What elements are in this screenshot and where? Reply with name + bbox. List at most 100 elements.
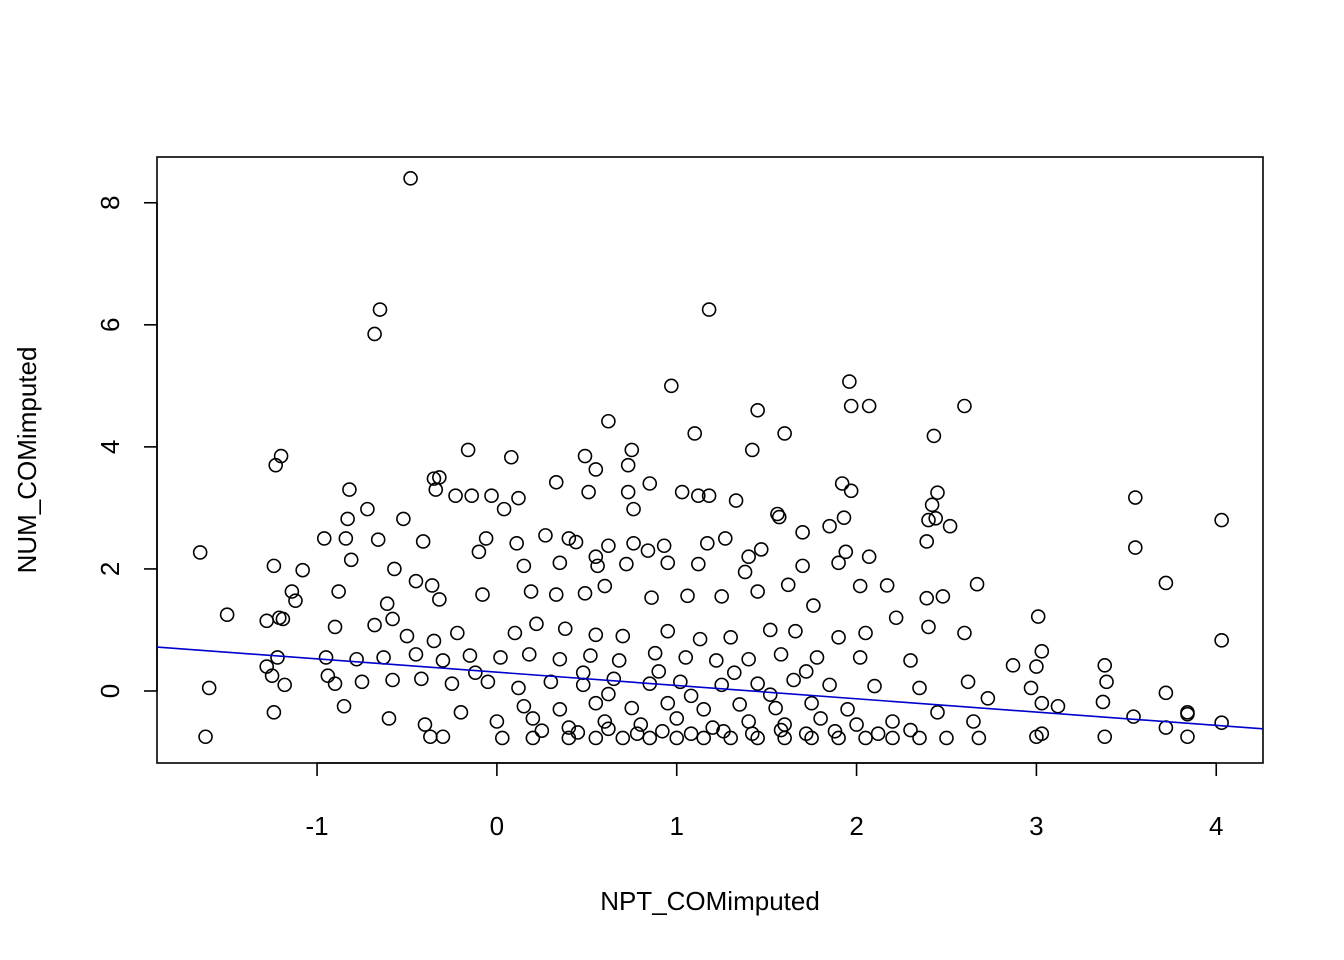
- x-tick-label: 1: [669, 811, 683, 841]
- data-point: [620, 484, 636, 500]
- data-point: [408, 573, 424, 589]
- data-point: [822, 518, 837, 534]
- data-point: [509, 536, 524, 551]
- data-point: [723, 629, 738, 645]
- data-point: [852, 578, 868, 594]
- data-point: [415, 534, 431, 549]
- data-point: [930, 705, 945, 720]
- data-point: [1158, 575, 1174, 591]
- data-point: [480, 674, 496, 690]
- x-tick-label: 0: [490, 811, 504, 841]
- data-point: [966, 714, 981, 729]
- data-point: [360, 501, 375, 517]
- data-point: [861, 398, 877, 414]
- data-point: [597, 714, 613, 729]
- data-point: [822, 677, 837, 693]
- data-point: [259, 613, 275, 629]
- data-point: [804, 695, 819, 711]
- data-point: [750, 676, 765, 691]
- data-point: [484, 488, 499, 504]
- data-point: [858, 625, 873, 641]
- data-point: [379, 596, 395, 612]
- data-point: [342, 482, 357, 497]
- data-point: [1180, 706, 1195, 722]
- data-point: [538, 528, 553, 543]
- data-point: [588, 549, 604, 565]
- data-point: [548, 474, 564, 490]
- data-point: [1095, 694, 1111, 710]
- data-point: [349, 651, 364, 667]
- data-point: [583, 648, 598, 663]
- data-point: [611, 653, 627, 668]
- data-point: [1097, 658, 1113, 673]
- data-point: [674, 484, 690, 500]
- data-point: [295, 562, 310, 578]
- data-point: [1034, 726, 1050, 742]
- x-axis: -1 0 1 2 3 4: [305, 762, 1223, 841]
- data-point: [888, 610, 904, 626]
- data-point: [1099, 674, 1114, 690]
- data-point: [867, 678, 882, 694]
- data-point: [813, 711, 828, 726]
- data-point: [680, 588, 695, 604]
- data-point: [275, 611, 291, 627]
- data-point: [849, 717, 864, 732]
- data-point: [919, 590, 935, 606]
- data-point: [795, 525, 810, 540]
- data-point: [320, 668, 336, 684]
- data-point: [858, 730, 873, 746]
- data-point: [921, 512, 936, 528]
- data-point: [678, 650, 694, 665]
- data-point: [840, 701, 855, 717]
- data-point: [1180, 729, 1195, 745]
- data-point: [624, 700, 640, 716]
- data-point: [827, 723, 843, 739]
- data-point: [971, 730, 987, 746]
- data-point: [525, 711, 541, 726]
- data-point: [435, 729, 451, 745]
- data-point: [629, 726, 645, 742]
- data-point: [912, 730, 927, 746]
- data-point: [1128, 540, 1143, 555]
- data-point: [696, 701, 712, 717]
- data-point: [1034, 695, 1050, 711]
- data-point: [529, 616, 544, 632]
- x-tick-label: -1: [305, 811, 328, 841]
- data-point: [426, 633, 442, 649]
- data-point: [879, 578, 895, 593]
- data-point: [655, 723, 670, 739]
- data-point: [523, 584, 539, 599]
- data-point: [511, 680, 526, 696]
- data-point: [601, 413, 616, 429]
- data-point: [568, 534, 584, 550]
- data-point: [701, 302, 717, 317]
- data-point: [687, 426, 703, 441]
- data-point: [942, 518, 958, 534]
- data-point: [1214, 633, 1229, 648]
- data-point: [928, 510, 943, 526]
- data-point: [651, 664, 667, 679]
- data-point: [601, 721, 616, 737]
- data-point: [806, 598, 821, 613]
- data-point: [432, 592, 447, 607]
- data-point: [762, 622, 778, 638]
- data-point: [428, 482, 444, 497]
- data-point: [367, 326, 382, 342]
- data-point: [277, 677, 292, 693]
- data-point: [903, 653, 918, 668]
- data-point: [493, 650, 508, 665]
- data-point: [503, 449, 519, 465]
- data-point: [588, 627, 604, 643]
- data-point: [838, 544, 854, 560]
- data-point: [316, 531, 332, 546]
- data-point: [489, 714, 505, 729]
- data-point: [288, 593, 303, 608]
- data-point: [494, 730, 510, 746]
- data-point: [656, 538, 672, 554]
- data-point: [673, 674, 688, 690]
- data-point: [644, 590, 659, 605]
- data-point: [762, 687, 778, 702]
- data-point: [327, 619, 343, 635]
- data-point: [354, 674, 370, 690]
